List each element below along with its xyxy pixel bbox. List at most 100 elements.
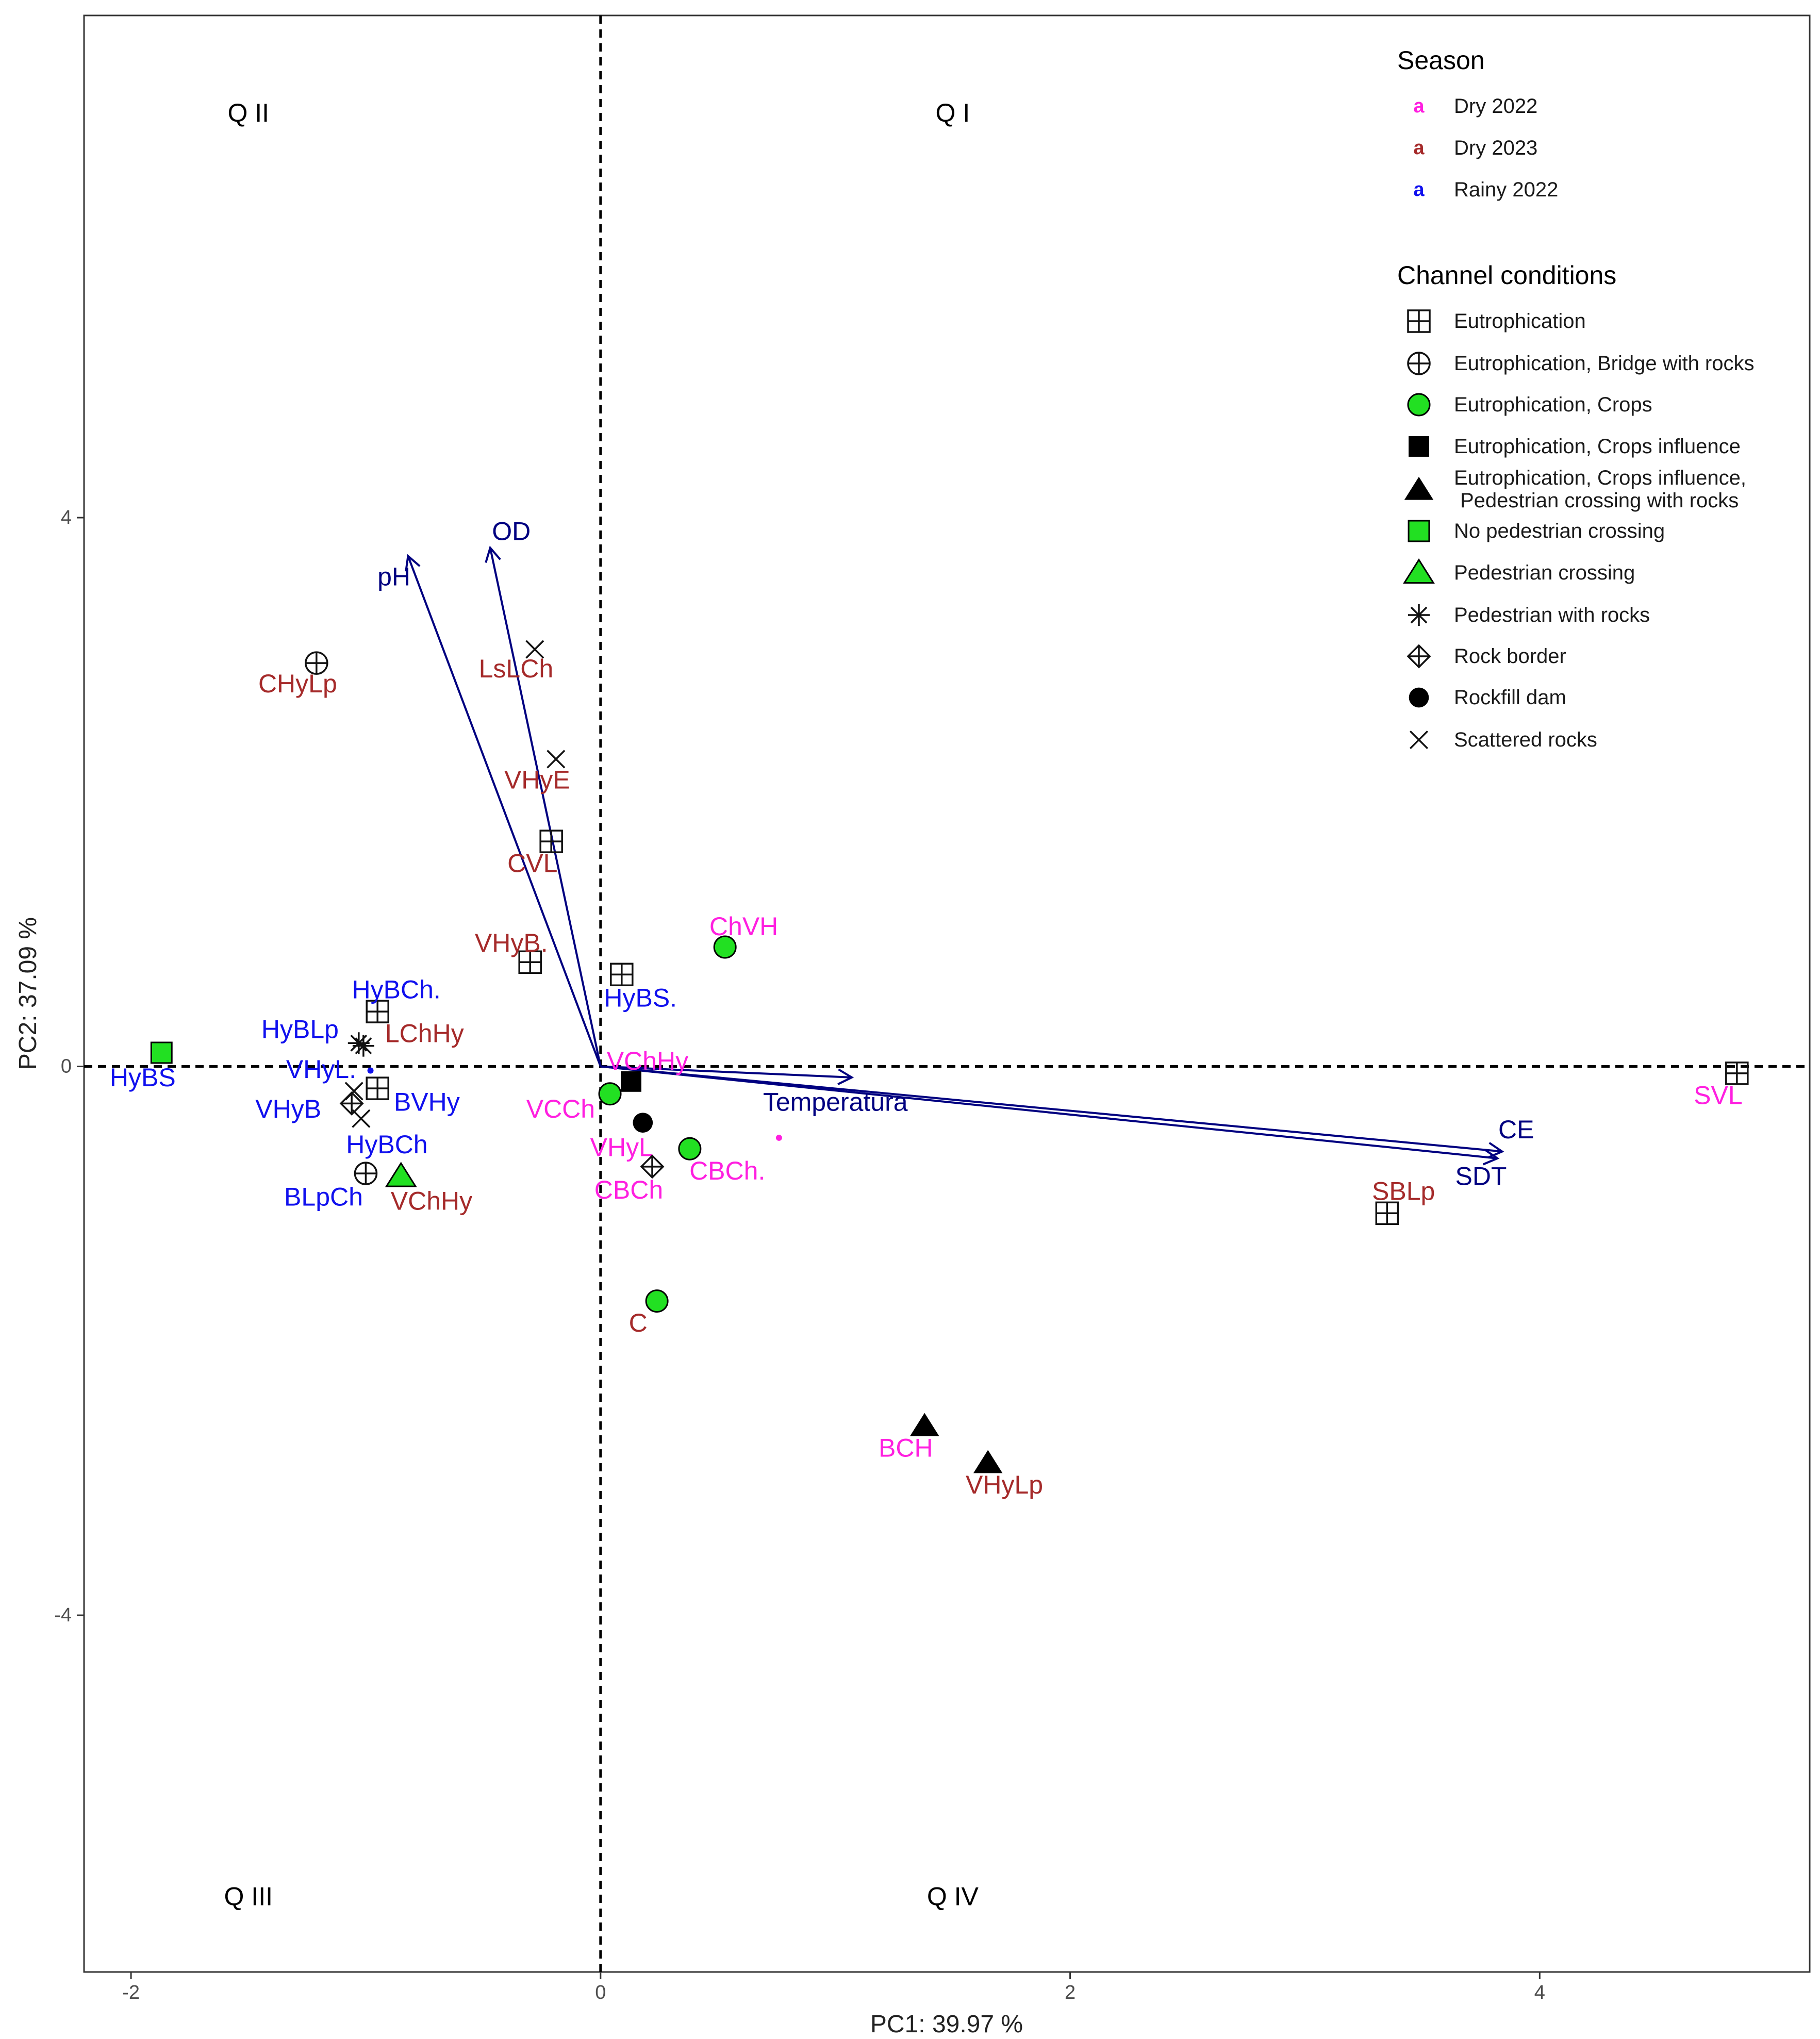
point-marker-c [645, 1289, 669, 1313]
loading-arrow-ph [405, 554, 602, 1067]
point-marker-vhylp [973, 1450, 1003, 1473]
season-key-dry-2022: a [1413, 95, 1425, 117]
point-label-lslch: LsLCh [479, 654, 554, 683]
legend: Season a Dry 2022 a Dry 2023 a Rainy 2022 Chann… [1397, 46, 1755, 751]
loading-label-sdt: SDT [1455, 1162, 1507, 1190]
loading-arrow-sdt [600, 1065, 1500, 1166]
point-marker-lchhy [352, 1035, 374, 1057]
point-label-bvhy: BVHy [394, 1088, 460, 1117]
point-marker-svl [1725, 1062, 1749, 1085]
season-key-rainy-2022: a [1413, 179, 1425, 201]
point-label-svl: SVL [1694, 1081, 1743, 1109]
point-marker-blpch [354, 1162, 378, 1185]
point-marker-hybs [150, 1041, 173, 1064]
condition-legend-label: Pedestrian with rocks [1454, 604, 1650, 626]
legend-key-no-pedestrian-crossing [1408, 520, 1430, 542]
point-label-vhye: VHyE [504, 765, 570, 794]
legend-key-eutrophication [1407, 309, 1431, 333]
point-label-hybch: HyBCh [346, 1130, 427, 1159]
point-marker-cbch [678, 1137, 702, 1161]
condition-legend-label-line2: Pedestrian crossing with rocks [1460, 489, 1739, 512]
point-label-cbch: CBCh [594, 1175, 663, 1204]
legend-key-eutrophication-bridge-with-rocks [1407, 352, 1431, 375]
point-marker-sblp [1375, 1201, 1399, 1225]
quadrant-label-q-ii: Q II [227, 98, 269, 127]
point-label-hybs: HyBS. [604, 983, 677, 1012]
legend-key-rock-border [1407, 644, 1431, 669]
legend-key-pedestrian-with-rocks [1408, 604, 1430, 626]
loading-label-ce: CE [1498, 1115, 1534, 1144]
point-marker-bvhy [366, 1076, 389, 1100]
point-label-vcch: VCCh [526, 1095, 595, 1123]
condition-legend-label: Eutrophication, Crops [1454, 393, 1652, 416]
loading-label-od: OD [492, 517, 531, 546]
point-marker-unlabeled [621, 1071, 641, 1092]
point-label-vhyl: VHyL [590, 1133, 653, 1162]
point-marker-vchhy [385, 1162, 417, 1187]
point-marker-hyblp [348, 1032, 370, 1054]
point-marker-vhyb [518, 950, 542, 974]
point-label-cbch: CBCh. [689, 1156, 765, 1185]
point-label-chvh: ChVH [709, 912, 778, 941]
point-label-cvl: CVL [507, 849, 557, 878]
point-marker-hybs [610, 963, 634, 986]
point-marker-hybch [366, 1000, 389, 1023]
point-label-hybch: HyBCh. [352, 975, 441, 1004]
condition-legend-label: Eutrophication [1454, 310, 1586, 333]
condition-legend-label: Eutrophication, Crops influence, [1454, 467, 1746, 489]
loading-label-temperatura: Temperatura [763, 1088, 908, 1117]
point-marker-vhye [547, 750, 566, 769]
season-legend-label: Rainy 2022 [1454, 178, 1558, 201]
condition-legend-label: Rockfill dam [1454, 686, 1566, 709]
season-legend-title: Season [1397, 46, 1485, 75]
legend-key-eutrophication-crops-influence [1409, 436, 1429, 457]
point-label-sblp: SBLp [1372, 1177, 1435, 1206]
condition-legend-label: No pedestrian crossing [1454, 520, 1665, 542]
point-label-chylp: CHyLp [258, 669, 337, 698]
point-marker-bch [910, 1413, 939, 1436]
y-tick-label: 4 [61, 507, 72, 528]
legend-key-rockfill-dam [1409, 687, 1429, 708]
x-axis-label: PC1: 39.97 % [870, 2011, 1023, 2038]
point-label-vchhy: VChHy [391, 1186, 472, 1215]
x-tick-label: -2 [122, 1982, 140, 2003]
point-marker-vcch [598, 1082, 622, 1106]
point-label-vhyb: VHyB [255, 1095, 321, 1123]
condition-legend-label: Pedestrian crossing [1454, 561, 1635, 584]
loading-label-ph: pH [377, 562, 410, 591]
point-marker-hybch [352, 1109, 371, 1128]
point-marker-cvl [539, 830, 563, 853]
quadrant-label-q-iv: Q IV [927, 1882, 979, 1911]
point-marker-vhyl [633, 1113, 653, 1133]
point-label-vhyb: VHyB. [475, 929, 548, 957]
point-marker-chvh [713, 935, 737, 959]
condition-legend-label: Scattered rocks [1454, 728, 1597, 751]
point-label-blpch: BLpCh [284, 1182, 363, 1211]
loading-vectors: pH OD Temperatura CE SDT [377, 517, 1534, 1191]
legend-key-scattered-rocks [1409, 730, 1429, 750]
season-key-dry-2023: a [1413, 137, 1425, 159]
season-dot [775, 1134, 782, 1141]
quadrant-labels: Q I Q II Q III Q IV [224, 98, 979, 1911]
point-label-vchhy: VChHy [607, 1047, 688, 1075]
loading-arrow-od [485, 545, 602, 1067]
sample-points: CHyLp LsLCh VHyE CVL VHyB. HyBS. ChVH HyBCh. HyB… [110, 640, 1749, 1499]
quadrant-label-q-i: Q I [936, 98, 970, 127]
condition-legend-label: Eutrophication, Crops influence [1454, 435, 1741, 458]
loading-arrow-temperatura [600, 1065, 854, 1085]
legend-key-eutrophication-crops-influence [1404, 476, 1434, 500]
legend-key-pedestrian-crossing [1403, 558, 1435, 584]
condition-legend-label: Rock border [1454, 645, 1566, 668]
season-legend-label: Dry 2023 [1454, 137, 1537, 159]
x-tick-label: 4 [1534, 1982, 1545, 2003]
point-label-vhylp: VHyLp [966, 1470, 1043, 1499]
point-marker-lslch [525, 640, 544, 659]
season-legend-label: Dry 2022 [1454, 95, 1537, 118]
reference-lines [84, 15, 1810, 1972]
season-dot [367, 1067, 374, 1074]
x-tick-label: 2 [1065, 1982, 1076, 2003]
axes: -2 0 2 4 -4 0 4 [54, 507, 1545, 2003]
condition-legend-label: Eutrophication, Bridge with rocks [1454, 352, 1755, 375]
condition-legend-title: Channel conditions [1397, 261, 1616, 290]
